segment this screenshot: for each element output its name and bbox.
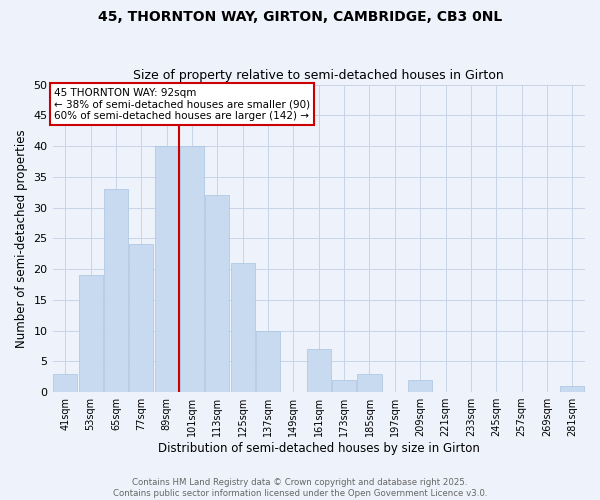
Bar (180, 146, 204, 392)
Bar (358, 374, 382, 392)
Bar (104, 189, 128, 392)
Text: 45, THORNTON WAY, GIRTON, CAMBRIDGE, CB3 0NL: 45, THORNTON WAY, GIRTON, CAMBRIDGE, CB3… (98, 10, 502, 24)
Bar (256, 330, 280, 392)
Bar (205, 196, 229, 392)
Text: Contains HM Land Registry data © Crown copyright and database right 2025.
Contai: Contains HM Land Registry data © Crown c… (113, 478, 487, 498)
Bar (332, 380, 356, 392)
Bar (129, 244, 154, 392)
Bar (560, 386, 584, 392)
Bar (79, 275, 103, 392)
Bar (307, 349, 331, 392)
Y-axis label: Number of semi-detached properties: Number of semi-detached properties (15, 129, 28, 348)
X-axis label: Distribution of semi-detached houses by size in Girton: Distribution of semi-detached houses by … (158, 442, 480, 455)
Bar (408, 380, 432, 392)
Text: 45 THORNTON WAY: 92sqm
← 38% of semi-detached houses are smaller (90)
60% of sem: 45 THORNTON WAY: 92sqm ← 38% of semi-det… (54, 88, 310, 121)
Bar (230, 263, 255, 392)
Bar (53, 374, 77, 392)
Title: Size of property relative to semi-detached houses in Girton: Size of property relative to semi-detach… (133, 69, 504, 82)
Bar (155, 146, 179, 392)
